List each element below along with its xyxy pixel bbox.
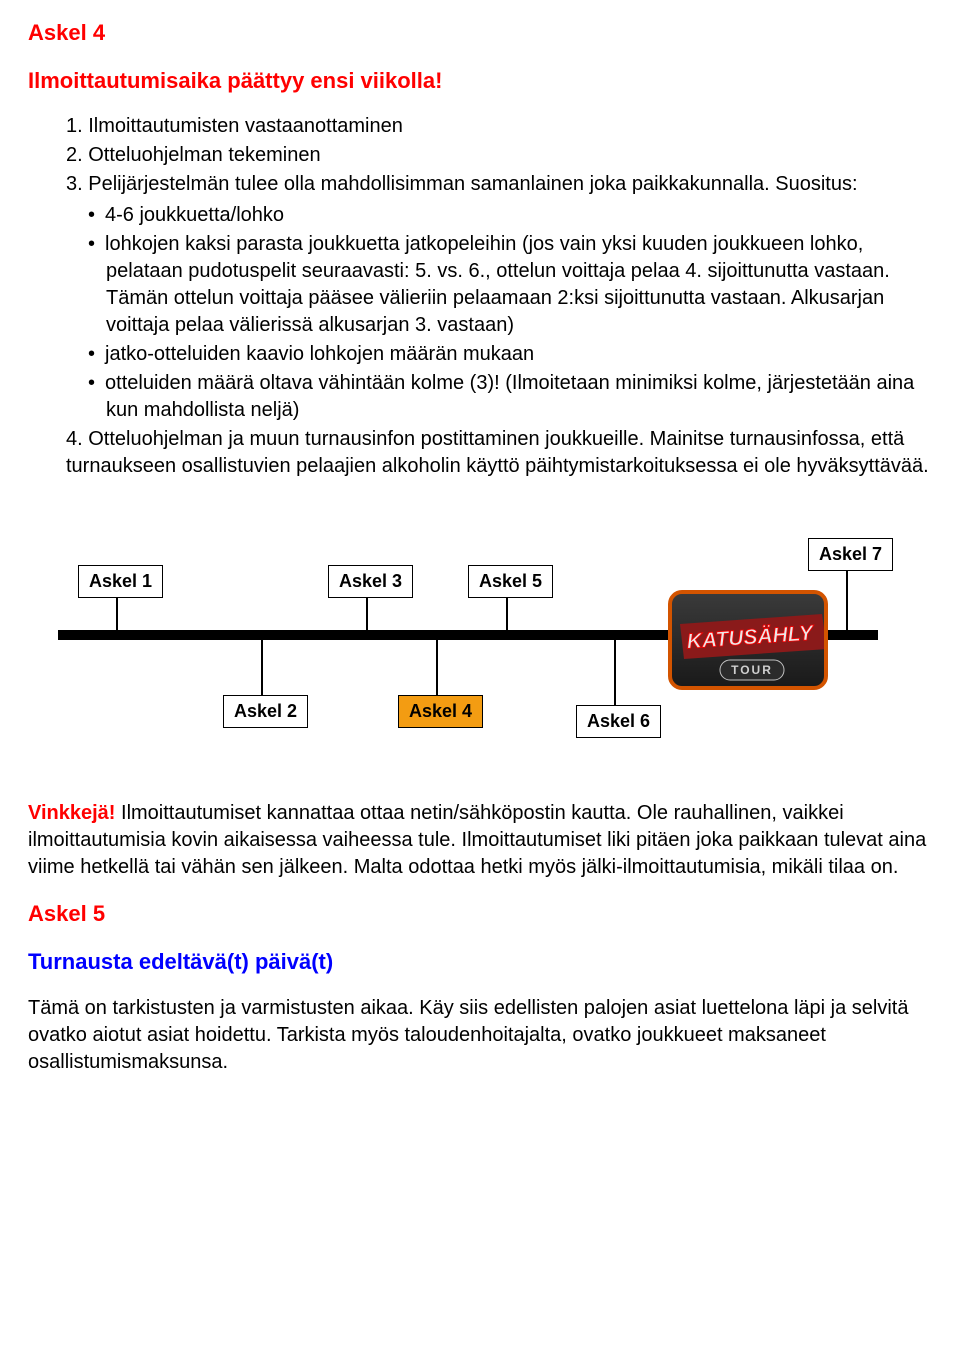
subtitle: Ilmoittautumisaika päättyy ensi viikolla… bbox=[28, 66, 932, 96]
list-item: 2. Otteluohjelman tekeminen bbox=[66, 142, 932, 169]
list-item: 1. Ilmoittautumisten vastaanottaminen bbox=[66, 113, 932, 140]
katusahly-logo-svg: KATUSÄHLYTOUR bbox=[672, 594, 828, 690]
timeline-step-s1: Askel 1 bbox=[78, 565, 163, 597]
list-item: 3. Pelijärjestelmän tulee olla mahdollis… bbox=[66, 171, 932, 198]
list-number: 4. bbox=[66, 428, 88, 450]
ordered-list-cont: 4. Otteluohjelman ja muun turnausinfon p… bbox=[66, 426, 932, 480]
timeline-step-s3: Askel 3 bbox=[328, 565, 413, 597]
timeline-step-s4: Askel 4 bbox=[398, 695, 483, 727]
heading-askel-4: Askel 4 bbox=[28, 18, 932, 48]
timeline-step-s2: Askel 2 bbox=[223, 695, 308, 727]
timeline-tick bbox=[846, 566, 848, 630]
heading-askel-5: Askel 5 bbox=[28, 899, 932, 929]
timeline-step-s5: Askel 5 bbox=[468, 565, 553, 597]
timeline-tick bbox=[436, 640, 438, 695]
section-title-blue: Turnausta edeltävä(t) päivä(t) bbox=[28, 947, 932, 977]
list-item: lohkojen kaksi parasta joukkuetta jatkop… bbox=[88, 231, 932, 339]
katusahly-logo: KATUSÄHLYTOUR bbox=[668, 590, 828, 690]
timeline-tick bbox=[261, 640, 263, 695]
tips-text: Ilmoittautumiset kannattaa ottaa netin/s… bbox=[28, 802, 926, 878]
list-item: 4-6 joukkuetta/lohko bbox=[88, 202, 932, 229]
timeline-tick bbox=[366, 593, 368, 630]
timeline-diagram: Askel 1 Askel 3 Askel 5 Askel 7 Askel 2 Askel… bbox=[48, 510, 928, 770]
list-item: otteluiden määrä oltava vähintään kolme … bbox=[88, 370, 932, 424]
list-item: jatko-otteluiden kaavio lohkojen määrän … bbox=[88, 341, 932, 368]
bullet-list: 4-6 joukkuetta/lohko lohkojen kaksi para… bbox=[88, 202, 932, 424]
timeline-step-s6: Askel 6 bbox=[576, 705, 661, 737]
ordered-list: 1. Ilmoittautumisten vastaanottaminen 2.… bbox=[66, 113, 932, 198]
timeline-tick bbox=[506, 593, 508, 630]
tips-paragraph: Vinkkejä! Ilmoittautumiset kannattaa ott… bbox=[28, 800, 932, 881]
timeline-step-s7: Askel 7 bbox=[808, 538, 893, 570]
tips-label: Vinkkejä! bbox=[28, 802, 115, 824]
timeline-tick bbox=[116, 593, 118, 630]
list-text: Otteluohjelman ja muun turnausinfon post… bbox=[66, 428, 929, 477]
list-item: 4. Otteluohjelman ja muun turnausinfon p… bbox=[66, 426, 932, 480]
closing-paragraph: Tämä on tarkistusten ja varmistusten aik… bbox=[28, 995, 932, 1076]
timeline-tick bbox=[614, 640, 616, 705]
svg-text:TOUR: TOUR bbox=[731, 663, 773, 677]
